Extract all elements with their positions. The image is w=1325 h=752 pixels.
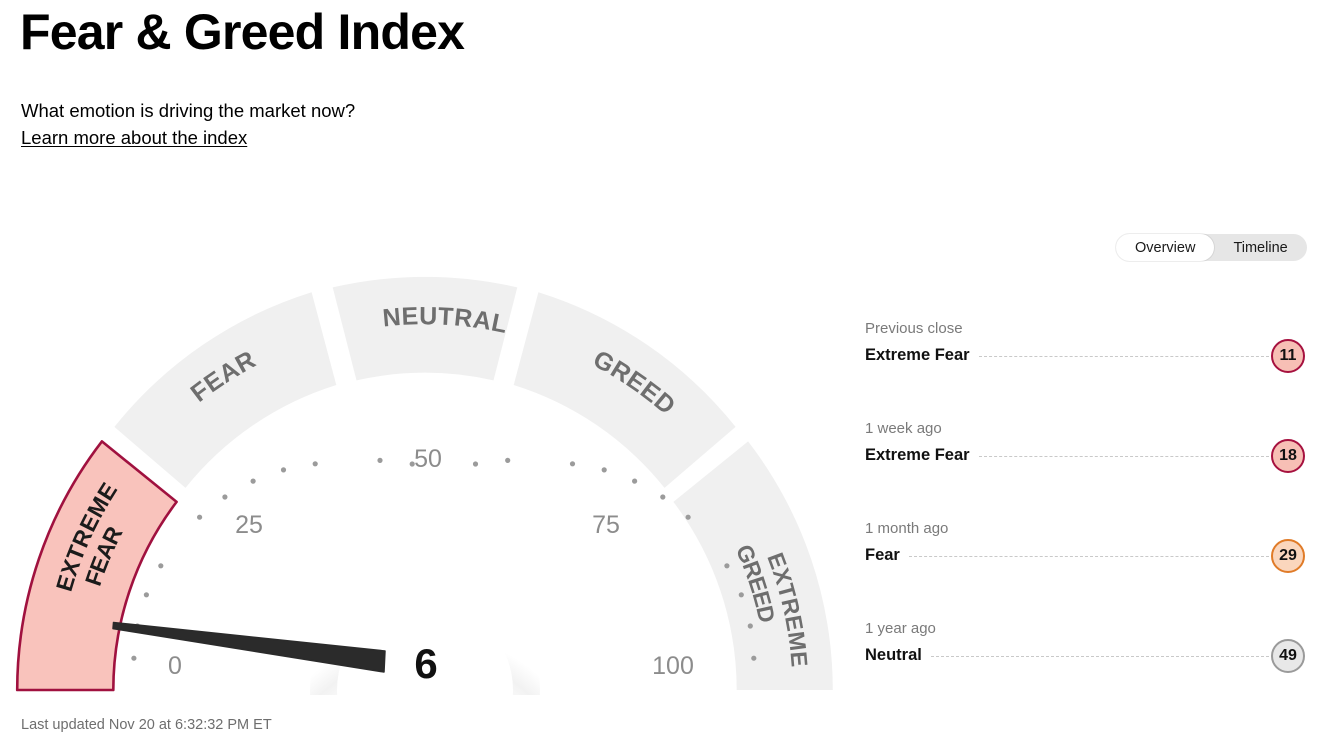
history-dotted-connector xyxy=(978,456,1269,458)
scale-label-25: 25 xyxy=(235,511,263,539)
history-when: 1 month ago xyxy=(865,520,949,537)
history-row-one-week: 1 week ago Extreme Fear 18 xyxy=(865,420,1305,520)
history-dotted-connector xyxy=(930,656,1269,658)
history-sentiment: Fear xyxy=(865,546,900,565)
gauge-segment-neutral xyxy=(332,276,518,381)
gauge-scale-numbers: 0 25 50 75 100 xyxy=(168,445,694,680)
history-sentiment: Extreme Fear xyxy=(865,446,970,465)
history-dotted-connector xyxy=(978,356,1269,358)
scale-label-0: 0 xyxy=(168,652,182,680)
tab-timeline[interactable]: Timeline xyxy=(1233,239,1288,256)
history-value-badge: 11 xyxy=(1271,338,1305,373)
gauge-segment-fear xyxy=(114,292,337,488)
history-when: Previous close xyxy=(865,320,963,337)
history-sentiment: Extreme Fear xyxy=(865,346,970,365)
page-title: Fear & Greed Index xyxy=(20,4,465,60)
gauge-chart: EXTREME FEAR FEAR NEUTRAL GREED EXTREME xyxy=(0,255,860,695)
history-when: 1 year ago xyxy=(865,620,936,637)
last-updated-text: Last updated Nov 20 at 6:32:32 PM ET xyxy=(21,717,272,733)
history-row-previous-close: Previous close Extreme Fear 11 xyxy=(865,320,1305,420)
history-value-badge: 29 xyxy=(1271,538,1305,573)
tab-overview[interactable]: Overview xyxy=(1116,234,1215,261)
gauge-segment-extreme-greed xyxy=(673,441,833,690)
history-value-badge: 49 xyxy=(1271,638,1305,673)
gauge-segments xyxy=(15,276,833,692)
history-value-badge: 18 xyxy=(1271,438,1305,473)
history-row-one-year: 1 year ago Neutral 49 xyxy=(865,620,1305,720)
history-row-one-month: 1 month ago Fear 29 xyxy=(865,520,1305,620)
gauge-center-value: 6 xyxy=(414,640,437,687)
gauge-svg: EXTREME FEAR FEAR NEUTRAL GREED EXTREME xyxy=(15,276,833,695)
scale-label-75: 75 xyxy=(592,511,620,539)
view-toggle[interactable]: Overview Timeline xyxy=(1116,234,1307,261)
gauge-segment-extreme-fear xyxy=(15,440,178,692)
scale-label-100: 100 xyxy=(652,652,694,680)
page-subtitle: What emotion is driving the market now? xyxy=(21,100,356,121)
gauge-segment-greed xyxy=(513,292,736,488)
gauge-needle xyxy=(112,621,386,673)
scale-label-50: 50 xyxy=(414,445,442,473)
learn-more-link[interactable]: Learn more about the index xyxy=(21,127,248,148)
history-dotted-connector xyxy=(908,556,1269,558)
history-sentiment: Neutral xyxy=(865,646,922,665)
history-when: 1 week ago xyxy=(865,420,942,437)
history-list: Previous close Extreme Fear 11 1 week ag… xyxy=(865,320,1305,720)
